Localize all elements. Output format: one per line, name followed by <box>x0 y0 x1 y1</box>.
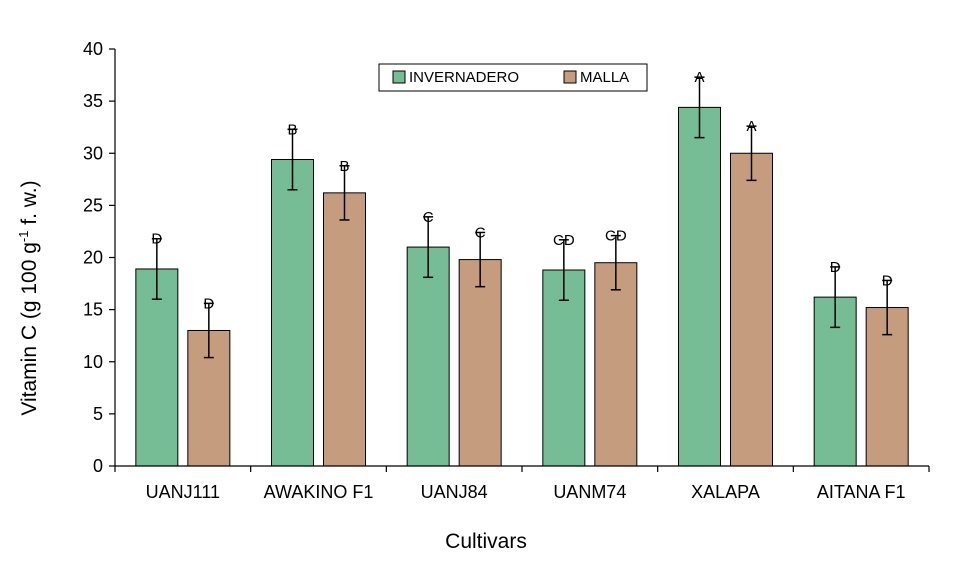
legend-box <box>378 63 648 92</box>
error-bars-layer <box>151 76 893 359</box>
y-tick-label-10: 10 <box>83 352 103 372</box>
y-tick-label-30: 30 <box>83 143 103 163</box>
y-tick-label-15: 15 <box>83 300 103 320</box>
significance-label-invernadero-3: C <box>423 209 434 226</box>
y-tick-label-20: 20 <box>83 248 103 268</box>
y-tick-label-0: 0 <box>93 456 103 476</box>
legend-label-malla: MALLA <box>580 69 629 86</box>
y-tick-label-5: 5 <box>93 404 103 424</box>
bar-invernadero-1 <box>135 268 179 467</box>
significance-label-malla-3: C <box>475 224 486 241</box>
legend-label-invernadero: INVERNADERO <box>409 69 519 86</box>
bar-invernadero-3 <box>406 246 450 467</box>
significance-labels-layer: D D B B C C CD CD A A D D <box>151 69 892 312</box>
significance-label-invernadero-1: D <box>151 231 162 248</box>
x-tick-label-1: UANJ111 <box>146 482 220 502</box>
x-tick-label-3: UANJ84 <box>421 482 488 502</box>
x-tick-label-2: AWAKINO F1 <box>264 482 374 502</box>
significance-label-invernadero-5: A <box>694 69 704 86</box>
x-axis-title: Cultivars <box>445 530 527 553</box>
significance-label-invernadero-2: B <box>287 121 297 138</box>
x-tick-label-5: XALAPA <box>691 482 760 502</box>
y-tick-label-40: 40 <box>83 39 103 59</box>
bar-invernadero-5 <box>678 106 721 467</box>
x-tick-label-4: UANM74 <box>553 482 626 502</box>
significance-label-malla-5: A <box>746 118 756 135</box>
bars-layer <box>135 106 909 467</box>
significance-label-malla-2: B <box>339 158 349 175</box>
x-tick-label-6: AITANA F1 <box>817 482 906 502</box>
significance-label-invernadero-6: D <box>830 259 841 276</box>
legend-swatch-malla <box>563 70 577 84</box>
bar-malla-3 <box>458 259 502 467</box>
y-axis-title: Vitamin C (g 100 g-1 f. w.) <box>16 180 41 415</box>
axes-layer: UANJ111 AWAKINO F1 UANJ84 UANM74 XALAPA AITAN… <box>83 39 930 502</box>
y-axis-title-main: Vitamin C (g 100 g <box>18 242 41 416</box>
bar-malla-2 <box>323 192 366 467</box>
y-tick-label-35: 35 <box>83 91 103 111</box>
y-axis-title-superscript: -1 <box>16 231 31 243</box>
bar-malla-4 <box>594 262 638 467</box>
y-axis-title-tail: f. w.) <box>18 180 41 230</box>
y-tick-label-25: 25 <box>83 195 103 215</box>
significance-label-malla-1: D <box>203 295 214 312</box>
significance-label-invernadero-4: CD <box>553 232 575 249</box>
bar-invernadero-2 <box>271 159 314 467</box>
legend-swatch-invernadero <box>392 70 406 84</box>
legend: INVERNADERO MALLA <box>378 63 648 92</box>
significance-label-malla-4: CD <box>605 228 627 245</box>
significance-label-malla-6: D <box>882 272 893 289</box>
bar-malla-5 <box>730 152 773 467</box>
